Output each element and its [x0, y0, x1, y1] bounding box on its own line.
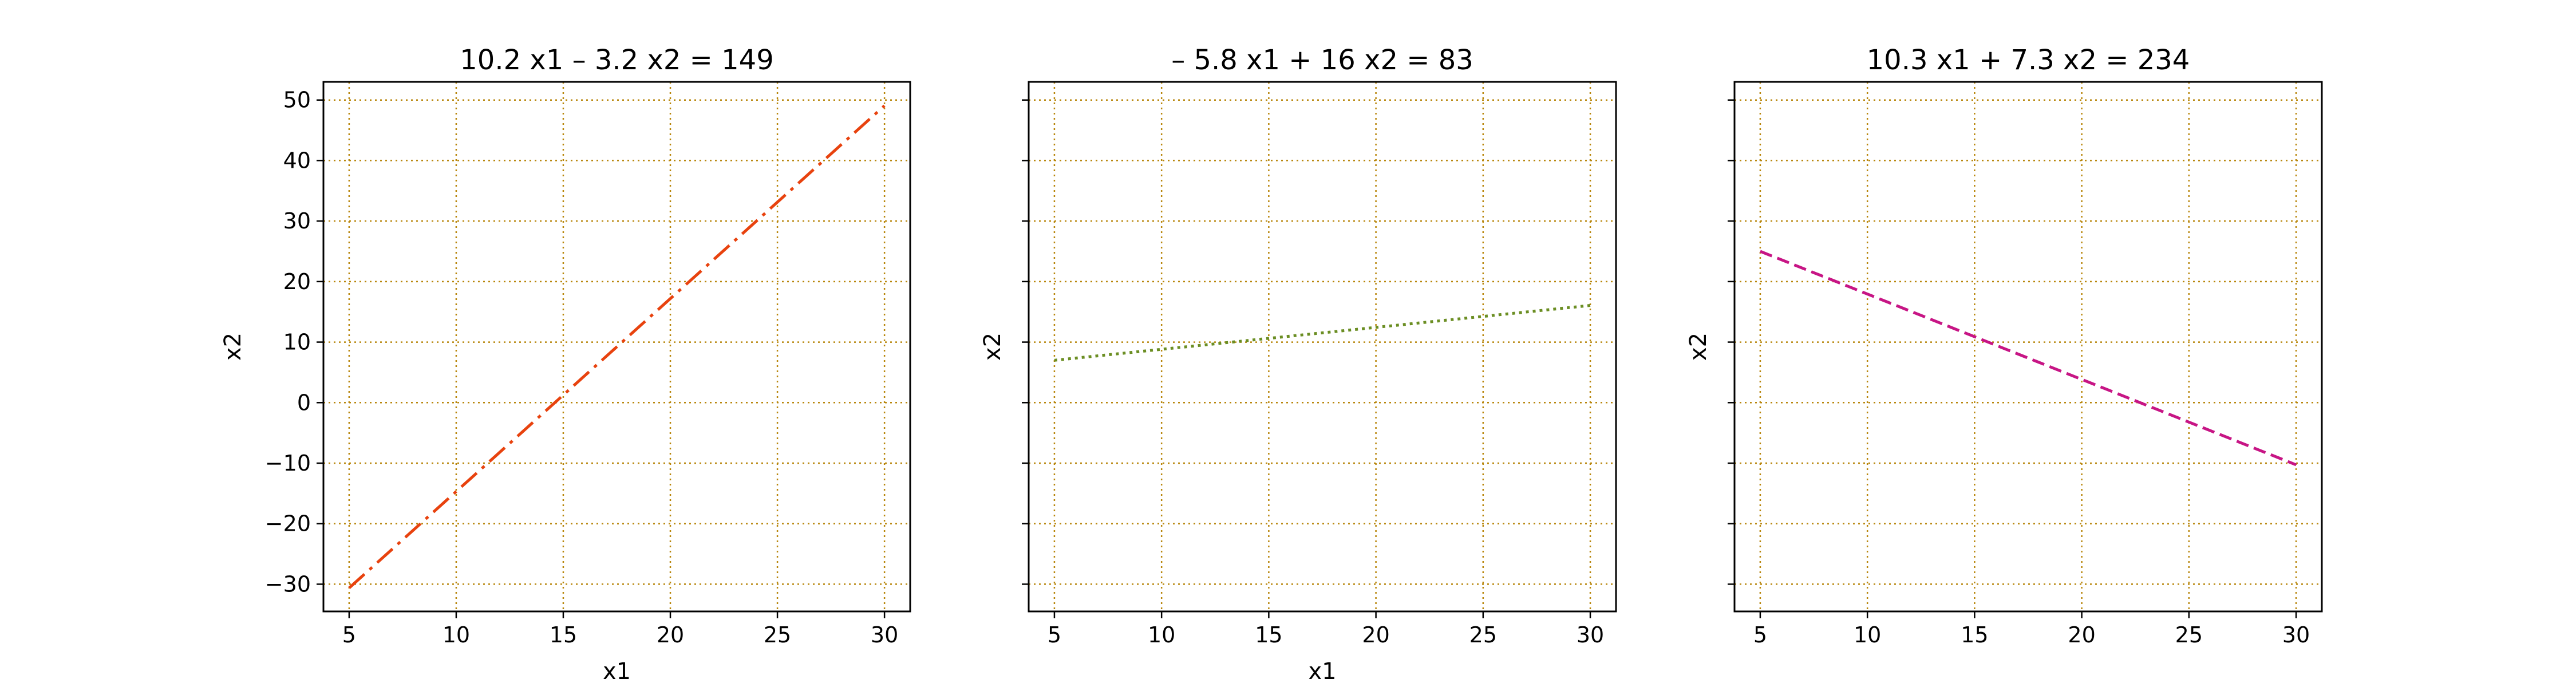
x-tick-label: 15 — [1961, 622, 1988, 647]
y-tick-label: −20 — [265, 511, 311, 536]
y-tick-label: 10 — [283, 330, 311, 355]
x-tick-label: 10 — [1854, 622, 1881, 647]
x-tick-label: 15 — [550, 622, 577, 647]
chart-panel-1: 5 10 15 20 25 30 −30 −20 −10 0 10 20 30 40 50 10.2 x1 –… — [220, 44, 911, 685]
plot-frame — [1733, 81, 2323, 613]
x-tick-label: 10 — [442, 622, 470, 647]
x-tick-label: 25 — [2175, 622, 2203, 647]
x-tick-label: 30 — [871, 622, 898, 647]
y-tick-label: 20 — [283, 269, 311, 294]
x-axis-label: x1 — [603, 658, 631, 685]
y-axis-label: x2 — [220, 333, 246, 361]
x-tick-label: 20 — [657, 622, 684, 647]
x-tick-label: 30 — [2282, 622, 2310, 647]
x-tick-label: 25 — [1469, 622, 1497, 647]
x-tick-label: 20 — [1362, 622, 1389, 647]
y-tick-label: −30 — [265, 571, 311, 597]
chart-title: – 5.8 x1 + 16 x2 = 83 — [1171, 44, 1473, 76]
x-tick-label: 25 — [764, 622, 791, 647]
y-axis-label: x2 — [979, 333, 1006, 361]
chart-title: 10.3 x1 + 7.3 x2 = 234 — [1867, 44, 2190, 76]
x-tick-label: 30 — [1577, 622, 1604, 647]
chart-panel-2: 5 10 15 20 25 30 – 5.8 x1 + 16 x2 = 83 x1 x2 — [979, 44, 1617, 685]
plot-frame — [322, 81, 911, 613]
y-tick-label: 40 — [283, 148, 311, 173]
series-line-1 — [1759, 250, 2297, 467]
y-tick-label: 50 — [283, 88, 311, 113]
x-axis-label: x1 — [1308, 658, 1336, 685]
series-line-1 — [348, 104, 886, 589]
y-tick-label: 0 — [297, 390, 311, 415]
chart-panel-3: 5 10 15 20 25 30 10.3 x1 + 7.3 x2 = 234 x2 — [1685, 44, 2323, 647]
series-line-1 — [1054, 304, 1591, 362]
chart-title: 10.2 x1 – 3.2 x2 = 149 — [460, 44, 773, 76]
plot-frame — [1028, 81, 1617, 613]
y-axis-label: x2 — [1685, 333, 1712, 361]
y-tick-label: −10 — [265, 451, 311, 476]
x-tick-label: 20 — [2068, 622, 2095, 647]
x-tick-label: 10 — [1148, 622, 1175, 647]
y-tick-label: 30 — [283, 208, 311, 234]
x-tick-label: 5 — [342, 622, 356, 647]
x-tick-label: 5 — [1753, 622, 1767, 647]
x-tick-label: 15 — [1255, 622, 1282, 647]
x-tick-label: 5 — [1048, 622, 1061, 647]
